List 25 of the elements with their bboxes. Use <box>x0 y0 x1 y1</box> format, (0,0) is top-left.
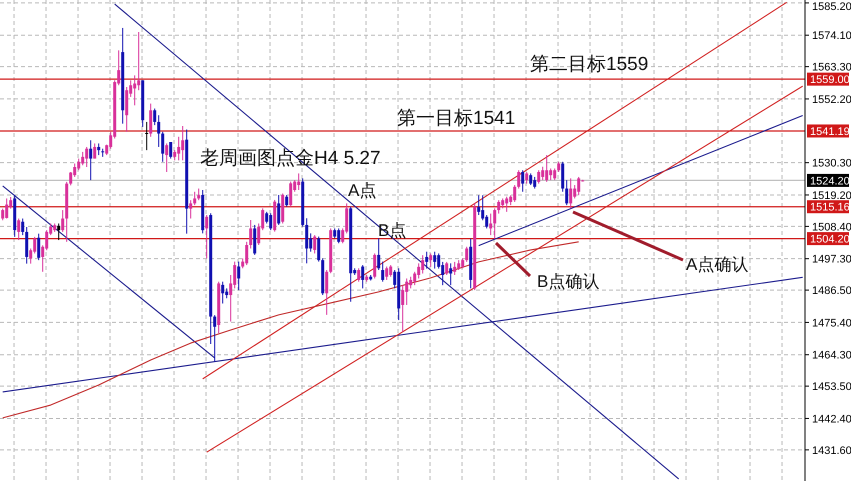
y-tick-label: 1585.20 <box>812 1 851 13</box>
ref-line-label: 1504.20 <box>810 234 850 246</box>
annotation: A点 <box>348 181 376 200</box>
y-tick-label: 1519.20 <box>812 190 851 202</box>
y-tick-label: 1552.20 <box>812 94 851 106</box>
ref-line-label: 1515.16 <box>810 202 850 214</box>
y-tick-label: 1530.30 <box>812 158 851 170</box>
annotation: B点确认 <box>537 272 600 291</box>
y-tick-label: 1442.40 <box>812 413 851 426</box>
y-tick-label: 1475.40 <box>812 317 851 330</box>
ref-line-label: 1559.00 <box>810 74 850 86</box>
y-tick-label: 1508.40 <box>812 221 851 234</box>
y-tick-label: 1486.50 <box>812 285 851 298</box>
annotation: 老周画图点金H4 5.27 <box>200 148 381 169</box>
ref-line-label: 1541.19 <box>810 126 850 138</box>
annotation: A点确认 <box>686 255 748 274</box>
annotation: 第一目标1541 <box>397 108 516 129</box>
y-tick-label: 1563.30 <box>812 62 851 74</box>
y-tick-label: 1453.50 <box>812 381 851 394</box>
annotation: 第二目标1559 <box>530 54 648 75</box>
y-tick-label: 1431.60 <box>812 444 851 457</box>
y-tick-label: 1497.30 <box>812 254 851 266</box>
y-tick-label: 1574.10 <box>812 30 851 42</box>
ref-line-label: 1524.20 <box>810 175 850 188</box>
y-tick-label: 1464.30 <box>812 350 851 362</box>
